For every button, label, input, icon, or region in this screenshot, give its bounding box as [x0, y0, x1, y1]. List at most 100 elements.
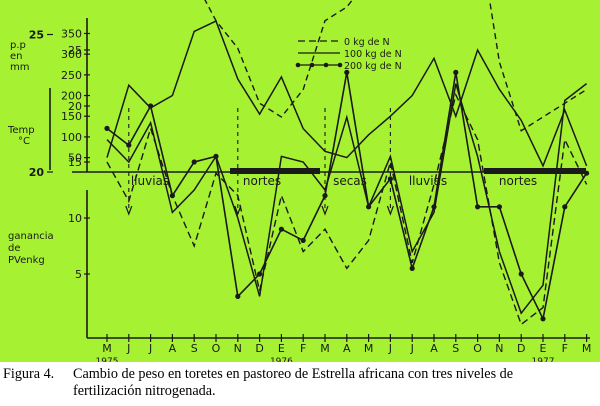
rain-series-line	[106, 20, 588, 168]
gain-x-tick-label: O	[473, 342, 482, 355]
legend-label: 200 kg de N	[344, 61, 402, 72]
gain-series-point	[104, 125, 110, 131]
gain-x-tick-label: N	[234, 342, 242, 355]
season-label: lluvias	[131, 174, 169, 188]
rain-y-tick-label: 250	[61, 69, 82, 82]
season-marker-arrow	[321, 205, 329, 216]
gain-x-tick-label: A	[430, 342, 438, 355]
gain-series-point	[496, 204, 502, 210]
gain-series-point	[387, 176, 393, 182]
gain-x-tick-label: M	[320, 342, 330, 355]
gain-x-tick-label: F	[562, 342, 568, 355]
rain-y-tick-label: 100	[61, 131, 82, 144]
gain-series-point	[191, 159, 197, 165]
gain-x-tick-label: J	[410, 342, 414, 355]
gain-series-point	[300, 237, 306, 243]
gain-x-tick-label: D	[517, 342, 525, 355]
gain-x-tick-label: S	[452, 342, 459, 355]
caption-line-2: fertilización nitrogenada.	[73, 383, 216, 399]
caption-label: Figura 4.	[3, 366, 55, 382]
chart-svg: 50100150200250300350p.penmm20253035Temp°…	[7, 0, 592, 362]
gain-x-tick-label: N	[495, 342, 503, 355]
gain-x-tick-label: O	[212, 342, 221, 355]
legend-marker	[323, 62, 329, 68]
gain-series-line	[106, 72, 588, 322]
season-bar	[230, 168, 320, 174]
gain-series-point	[453, 69, 459, 75]
gain-y-axis-title: de	[8, 243, 21, 254]
season-marker-arrow	[386, 205, 394, 216]
rain-y-tick-label: 50	[68, 152, 82, 165]
rain-y-tick-label: 350	[61, 27, 82, 40]
season-label: lluvias	[409, 174, 447, 188]
gain-x-tick-label: M	[582, 342, 592, 355]
gain-y-tick-label: 25	[68, 44, 82, 57]
gain-series-point	[409, 265, 415, 271]
season-marker-arrow	[125, 205, 133, 216]
gain-y-tick-label: 5	[75, 268, 82, 281]
temp-y-tick-label: 25	[29, 29, 44, 42]
gain-x-tick-label: M	[364, 342, 374, 355]
gain-series-point	[344, 69, 350, 75]
gain-y-tick-label: 10	[68, 212, 82, 225]
rain-y-axis-title: p.p	[10, 40, 26, 51]
gain-x-tick-label: A	[169, 342, 177, 355]
temp-series-line	[204, 0, 587, 132]
gain-x-tick-label: F	[300, 342, 306, 355]
rain-y-axis-title: mm	[10, 62, 29, 73]
season-label: nortes	[243, 174, 281, 188]
rain-y-tick-label: 200	[61, 90, 82, 103]
gain-x-tick-label: E	[278, 342, 285, 355]
gain-y-tick-label: 20	[68, 100, 82, 113]
gain-series-point	[169, 193, 175, 199]
gain-series-line	[106, 92, 588, 326]
legend-marker	[295, 62, 301, 68]
season-label: secas	[333, 174, 367, 188]
gain-series-point	[322, 193, 328, 199]
gain-series-point	[213, 153, 219, 159]
gain-x-tick-label: J	[148, 342, 152, 355]
gain-x-tick-label: S	[191, 342, 198, 355]
gain-y-tick-label: 15	[68, 156, 82, 169]
season-label: nortes	[499, 174, 537, 188]
caption-line-1: Cambio de peso en toretes en pastoreo de…	[73, 366, 514, 382]
gain-series-point	[518, 271, 524, 277]
gain-series-point	[257, 271, 263, 277]
rain-y-axis-title: en	[10, 51, 23, 62]
gain-x-tick-label: J	[388, 342, 392, 355]
temp-y-axis-title: Temp	[7, 125, 35, 136]
legend-marker	[337, 62, 343, 68]
temp-y-axis-title: °C	[18, 136, 30, 147]
gain-x-tick-label: J	[126, 342, 130, 355]
year-label: 1975	[96, 357, 119, 362]
gain-x-tick-label: M	[102, 342, 112, 355]
season-bar	[484, 168, 586, 174]
season-marker-arrow	[234, 205, 242, 216]
gain-x-tick-label: D	[255, 342, 263, 355]
gain-series-point	[475, 204, 481, 210]
gain-series-point	[431, 204, 437, 210]
gain-series-point	[584, 170, 590, 176]
gain-y-axis-title: PVenkg	[8, 255, 45, 266]
gain-x-tick-label: A	[343, 342, 351, 355]
gain-x-tick-label: E	[540, 342, 547, 355]
temp-y-tick-label: 20	[29, 166, 45, 179]
gain-series-line	[106, 83, 588, 315]
rain-y-tick-label: 300	[61, 48, 82, 61]
rain-y-tick-label: 150	[61, 110, 82, 123]
gain-series-point	[278, 226, 284, 232]
gain-series-point	[540, 316, 546, 322]
gain-series-point	[235, 293, 241, 299]
year-label: 1977	[532, 357, 555, 362]
gain-series-point	[126, 142, 132, 148]
legend-label: 100 kg de N	[344, 49, 402, 60]
gain-y-axis-title: ganancia	[8, 231, 54, 242]
figure-caption: Figura 4. Cambio de peso en toretes en pa…	[3, 366, 599, 400]
plot-panel: 50100150200250300350p.penmm20253035Temp°…	[0, 0, 600, 362]
gain-series-point	[366, 204, 372, 210]
gain-series-point	[562, 204, 568, 210]
legend-label: 0 kg de N	[344, 37, 390, 48]
year-label: 1976	[270, 357, 293, 362]
gain-series-point	[148, 103, 154, 109]
